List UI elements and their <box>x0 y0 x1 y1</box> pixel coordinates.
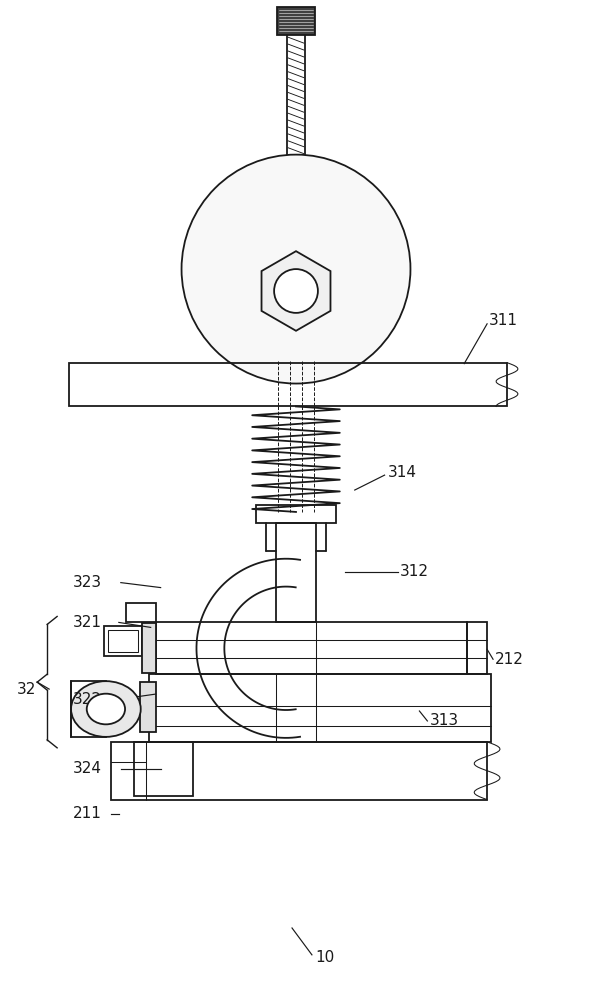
Text: 313: 313 <box>429 713 458 728</box>
Text: 321: 321 <box>73 615 102 630</box>
Text: 311: 311 <box>489 313 518 328</box>
Bar <box>467 622 487 674</box>
Bar <box>277 7 315 35</box>
Ellipse shape <box>71 681 141 737</box>
Text: 323: 323 <box>73 575 102 590</box>
Text: 32: 32 <box>17 682 36 697</box>
Text: 322: 322 <box>73 692 102 707</box>
Text: 211: 211 <box>73 806 102 821</box>
Bar <box>71 681 106 737</box>
Ellipse shape <box>87 694 125 724</box>
Polygon shape <box>262 251 330 331</box>
Text: 324: 324 <box>73 761 102 776</box>
Bar <box>256 505 336 523</box>
Bar <box>149 674 491 742</box>
Text: 312: 312 <box>400 564 429 579</box>
Bar <box>134 742 194 796</box>
Bar <box>104 626 141 656</box>
Bar <box>108 630 138 652</box>
Circle shape <box>274 269 318 313</box>
Bar <box>111 742 487 800</box>
Text: 314: 314 <box>388 465 417 480</box>
Text: 212: 212 <box>495 652 524 667</box>
Bar <box>156 622 467 674</box>
Bar <box>126 603 156 622</box>
Circle shape <box>182 155 410 384</box>
Bar <box>140 682 156 732</box>
Bar <box>141 623 156 673</box>
Bar <box>276 523 316 622</box>
Bar <box>69 363 507 406</box>
Text: 10: 10 <box>315 950 334 965</box>
